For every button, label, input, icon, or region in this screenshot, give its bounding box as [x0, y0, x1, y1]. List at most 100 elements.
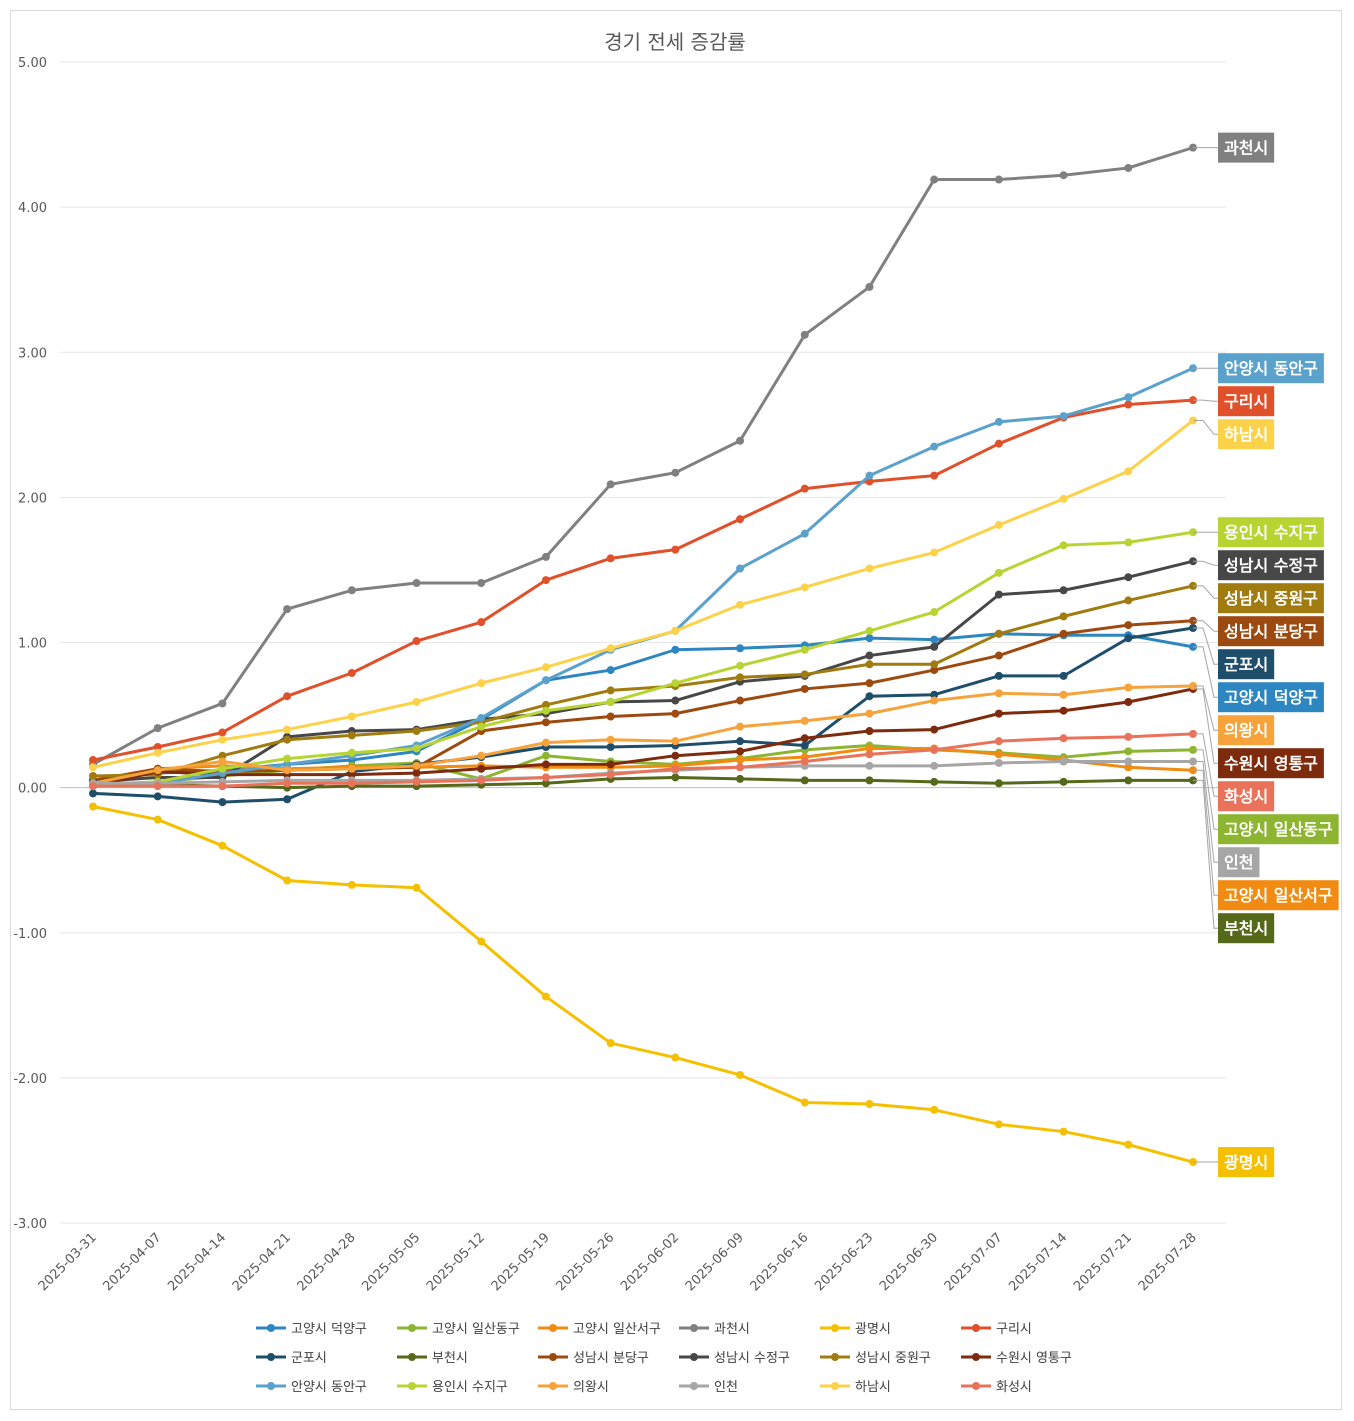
data-point — [800, 684, 809, 693]
data-point — [930, 660, 939, 669]
legend-label: 부천시 — [432, 1351, 468, 1366]
data-point — [671, 751, 680, 760]
data-point — [412, 744, 421, 753]
data-point — [930, 548, 939, 557]
data-point — [541, 992, 550, 1001]
data-point — [736, 747, 745, 756]
end-label-text: 고양시 일산서구 — [1224, 886, 1333, 905]
data-point — [1059, 412, 1068, 421]
x-tick-label: 2025-05-19 — [489, 1230, 553, 1294]
legend-swatch-marker — [549, 1353, 557, 1361]
data-point — [347, 731, 356, 740]
data-point — [865, 692, 874, 701]
end-label-text: 하남시 — [1224, 425, 1268, 444]
legend-item: 성남시 중원구 — [820, 1351, 931, 1366]
data-point — [930, 745, 939, 754]
end-label: 성남시 분당구 — [1193, 616, 1324, 647]
data-point — [865, 282, 874, 291]
leader-line — [1193, 749, 1218, 830]
y-tick-label: 0.00 — [18, 782, 47, 797]
data-point — [541, 760, 550, 769]
end-label-text: 의왕시 — [1224, 721, 1268, 740]
data-point — [1124, 400, 1133, 409]
data-point — [1124, 163, 1133, 172]
y-axis: 5.00 4.00 3.00 2.00 1.00 0.00 -1.00 -2.00 -3.00 — [13, 56, 47, 1232]
data-point — [283, 735, 292, 744]
series-line — [92, 398, 1194, 762]
data-point — [606, 770, 615, 779]
series-line — [92, 146, 1194, 766]
series-line — [92, 626, 1194, 804]
legend-label: 인천 — [714, 1380, 738, 1395]
end-label-text: 화성시 — [1224, 787, 1268, 806]
leader-line — [1193, 620, 1218, 632]
data-point — [541, 676, 550, 685]
x-tick-label: 2025-05-05 — [359, 1230, 423, 1294]
x-tick-label: 2025-04-07 — [100, 1230, 164, 1294]
legend-swatch-marker — [972, 1324, 980, 1332]
end-label-box — [1218, 1147, 1275, 1178]
end-label-box — [1218, 913, 1275, 944]
data-point — [153, 792, 162, 801]
data-point — [930, 761, 939, 770]
data-point — [412, 637, 421, 646]
data-point — [541, 706, 550, 715]
data-point — [671, 545, 680, 554]
series-line — [92, 530, 1194, 788]
end-label-box — [1218, 550, 1324, 581]
data-point — [865, 634, 874, 643]
legend-label: 성남시 수정구 — [714, 1351, 790, 1366]
end-label-box — [1218, 715, 1275, 746]
legend-label: 광명시 — [855, 1322, 891, 1337]
legend-label: 고양시 일산서구 — [573, 1322, 661, 1337]
data-point — [671, 626, 680, 635]
data-point — [865, 651, 874, 660]
data-point — [865, 761, 874, 770]
data-point — [736, 722, 745, 731]
end-label-text: 성남시 중원구 — [1224, 589, 1318, 608]
legend-label: 군포시 — [291, 1351, 327, 1366]
data-point — [800, 716, 809, 725]
data-point — [153, 782, 162, 791]
series-layer — [89, 143, 1197, 1167]
end-label: 고양시 덕양구 — [1193, 646, 1324, 713]
legend-swatch-marker — [972, 1353, 980, 1361]
end-label: 성남시 중원구 — [1193, 583, 1324, 614]
x-tick-label: 2025-03-31 — [36, 1230, 100, 1294]
legend-label: 성남시 분당구 — [573, 1351, 649, 1366]
data-point — [153, 766, 162, 775]
data-point — [865, 564, 874, 573]
x-tick-label: 2025-07-07 — [942, 1230, 1006, 1294]
data-point — [541, 576, 550, 585]
y-tick-label: 4.00 — [18, 201, 47, 216]
data-point — [671, 773, 680, 782]
series-line — [92, 687, 1194, 788]
data-point — [800, 330, 809, 339]
data-point — [1124, 634, 1133, 643]
data-point — [606, 480, 615, 489]
series-line — [92, 419, 1194, 769]
end-label-text: 성남시 분당구 — [1224, 622, 1318, 641]
end-label: 의왕시 — [1193, 685, 1275, 746]
data-point — [930, 1105, 939, 1114]
data-point — [606, 735, 615, 744]
data-point — [606, 712, 615, 721]
x-tick-label: 2025-06-16 — [748, 1230, 812, 1294]
leader-line — [1193, 779, 1218, 929]
end-label-box — [1218, 781, 1275, 812]
data-point — [477, 618, 486, 627]
data-point — [1059, 706, 1068, 715]
legend-label: 하남시 — [855, 1380, 891, 1395]
data-point — [800, 776, 809, 785]
data-point — [218, 841, 227, 850]
x-tick-label: 2025-06-09 — [683, 1230, 747, 1294]
data-point — [800, 741, 809, 750]
legend-item: 수원시 영통구 — [961, 1351, 1072, 1366]
data-point — [800, 670, 809, 679]
legend-label: 의왕시 — [573, 1380, 609, 1395]
data-point — [994, 779, 1003, 788]
data-point — [1124, 467, 1133, 476]
data-point — [930, 471, 939, 480]
series-16 — [89, 416, 1197, 772]
end-label: 부천시 — [1193, 779, 1275, 944]
